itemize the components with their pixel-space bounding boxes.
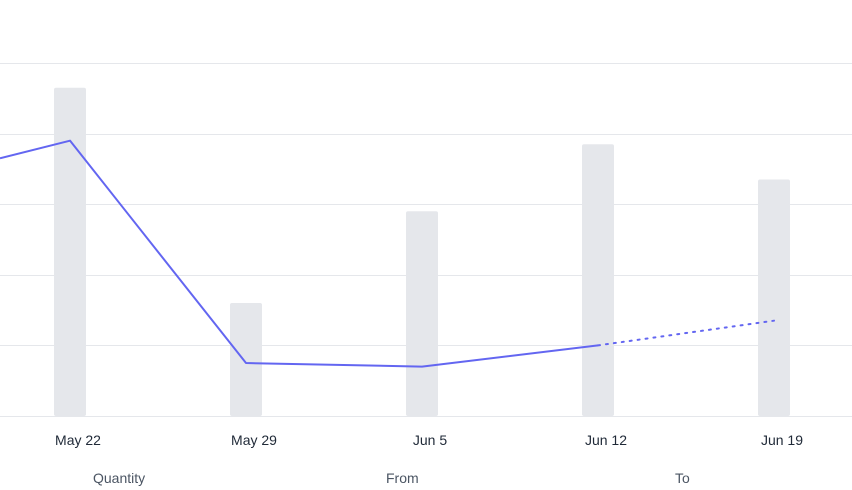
x-axis-ticks: May 22 May 29 Jun 5 Jun 12 Jun 19 xyxy=(55,432,803,448)
to-label: To xyxy=(675,470,690,486)
x-tick-label: May 29 xyxy=(231,432,277,448)
x-tick-label: Jun 5 xyxy=(413,432,447,448)
bar xyxy=(758,179,790,416)
line-series xyxy=(0,141,774,367)
line-projected xyxy=(598,321,774,346)
chart: May 22 May 29 Jun 5 Jun 12 Jun 19 xyxy=(0,0,852,480)
bar xyxy=(406,211,438,416)
from-label: From xyxy=(386,470,419,486)
x-tick-label: May 22 xyxy=(55,432,101,448)
bar xyxy=(230,303,262,416)
bar xyxy=(54,88,86,416)
x-tick-label: Jun 19 xyxy=(761,432,803,448)
bar xyxy=(582,144,614,416)
x-tick-label: Jun 12 xyxy=(585,432,627,448)
line-actual xyxy=(0,141,598,367)
footer-labels: Quantity From To xyxy=(0,470,852,490)
quantity-label: Quantity xyxy=(93,470,145,486)
